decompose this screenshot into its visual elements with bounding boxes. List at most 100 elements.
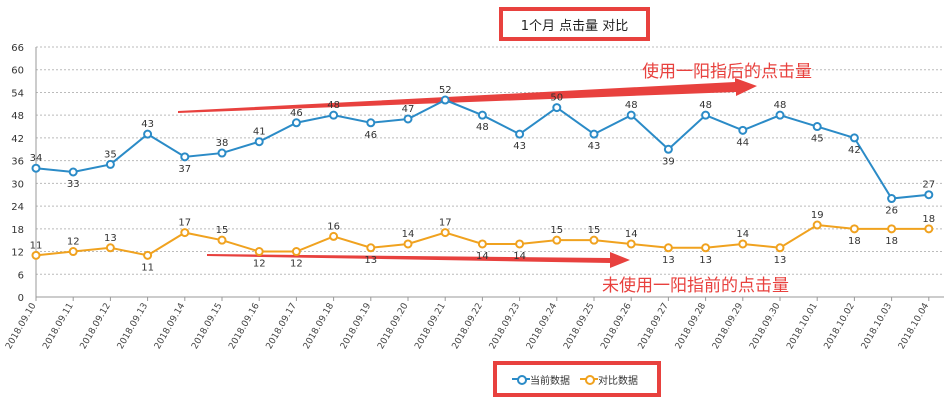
data-label: 14 <box>476 251 489 262</box>
data-label: 46 <box>364 130 377 141</box>
data-label: 43 <box>141 119 154 130</box>
y-tick-label: 48 <box>11 111 24 122</box>
x-tick-label: 2018.09.21 <box>413 302 447 352</box>
x-tick-label: 2018.09.28 <box>674 301 709 351</box>
data-label: 38 <box>216 138 229 149</box>
legend-label-compare: 对比数据 <box>598 375 638 387</box>
data-point <box>552 103 562 113</box>
y-tick-label: 24 <box>11 202 24 213</box>
x-tick-label: 2018.09.16 <box>227 301 262 351</box>
y-tick-label: 12 <box>11 248 24 259</box>
data-label: 44 <box>736 137 749 148</box>
y-tick-label: 6 <box>18 270 24 281</box>
data-label: 14 <box>402 229 415 240</box>
data-point <box>217 235 227 245</box>
legend-item-compare[interactable]: 对比数据 <box>580 372 638 387</box>
data-label: 16 <box>327 221 340 232</box>
data-point <box>291 247 301 257</box>
x-tick-label: 2018.09.27 <box>637 302 671 352</box>
data-label: 15 <box>550 225 563 236</box>
data-label: 13 <box>662 255 675 266</box>
x-tick-label: 2018.09.30 <box>748 301 783 351</box>
legend-marker-icon <box>580 374 598 385</box>
data-label: 27 <box>922 180 935 191</box>
data-point <box>143 250 153 260</box>
data-point <box>626 239 636 249</box>
y-tick-label: 0 <box>18 293 24 304</box>
data-point <box>924 190 934 200</box>
legend: 当前数据 对比数据 <box>493 361 661 397</box>
data-label: 34 <box>30 153 43 164</box>
data-label: 45 <box>811 134 824 145</box>
data-label: 41 <box>253 127 266 138</box>
data-label: 43 <box>513 141 526 152</box>
data-point <box>812 122 822 132</box>
data-label: 18 <box>922 214 935 225</box>
x-tick-label: 2018.09.14 <box>153 301 188 351</box>
data-label: 48 <box>327 100 340 111</box>
data-label: 47 <box>402 104 415 115</box>
data-point <box>738 239 748 249</box>
data-label: 42 <box>848 145 861 156</box>
data-label: 39 <box>662 156 675 167</box>
y-tick-label: 42 <box>11 134 24 145</box>
x-tick-label: 2018.09.15 <box>190 302 224 352</box>
data-point <box>887 194 897 204</box>
x-tick-label: 2018.09.12 <box>79 302 113 352</box>
data-point <box>812 220 822 230</box>
data-label: 14 <box>736 229 749 240</box>
data-point <box>775 110 785 120</box>
legend-marker-icon <box>512 374 530 385</box>
data-label: 48 <box>625 100 638 111</box>
data-point <box>105 243 115 253</box>
x-tick-label: 2018.09.10 <box>4 301 39 351</box>
data-point <box>31 163 41 173</box>
x-tick-label: 2018.09.23 <box>488 302 522 352</box>
data-label: 12 <box>253 259 266 270</box>
x-tick-label: 2018.10.02 <box>823 302 857 352</box>
data-point <box>589 129 599 139</box>
data-point <box>701 243 711 253</box>
data-point <box>403 114 413 124</box>
data-point <box>701 110 711 120</box>
data-label: 19 <box>811 210 824 221</box>
data-label: 15 <box>216 225 229 236</box>
x-tick-label: 2018.09.19 <box>339 301 374 351</box>
y-tick-label: 66 <box>11 43 24 54</box>
data-point <box>366 118 376 128</box>
x-tick-label: 2018.09.29 <box>711 301 746 351</box>
data-label: 50 <box>550 93 563 104</box>
data-label: 14 <box>625 229 638 240</box>
data-point <box>180 228 190 238</box>
data-label: 18 <box>885 236 898 247</box>
annotation-after: 使用一阳指后的点击量 <box>642 62 812 82</box>
data-label: 48 <box>774 100 787 111</box>
data-label: 26 <box>885 206 898 217</box>
data-label: 52 <box>439 85 452 96</box>
arrow-before-icon <box>207 252 630 268</box>
data-point <box>849 133 859 143</box>
data-label: 35 <box>104 149 117 160</box>
data-point <box>515 239 525 249</box>
data-point <box>68 247 78 257</box>
chart-title: 1个月 点击量 对比 <box>520 18 629 34</box>
arrow-after-icon <box>178 78 757 113</box>
data-label: 43 <box>588 141 601 152</box>
data-label: 11 <box>141 262 154 273</box>
x-tick-label: 2018.09.25 <box>562 302 596 352</box>
y-tick-label: 54 <box>11 88 24 99</box>
data-point <box>329 231 339 241</box>
data-label: 12 <box>290 259 303 270</box>
x-tick-label: 2018.09.11 <box>41 302 75 352</box>
data-point <box>68 167 78 177</box>
data-label: 14 <box>513 251 526 262</box>
data-point <box>775 243 785 253</box>
legend-item-current[interactable]: 当前数据 <box>512 372 570 387</box>
data-point <box>663 243 673 253</box>
data-label: 46 <box>290 108 303 119</box>
x-tick-label: 2018.09.13 <box>116 302 150 352</box>
data-label: 33 <box>67 179 80 190</box>
legend-label-current: 当前数据 <box>530 375 570 387</box>
data-point <box>105 159 115 169</box>
x-tick-label: 2018.10.01 <box>785 302 819 352</box>
